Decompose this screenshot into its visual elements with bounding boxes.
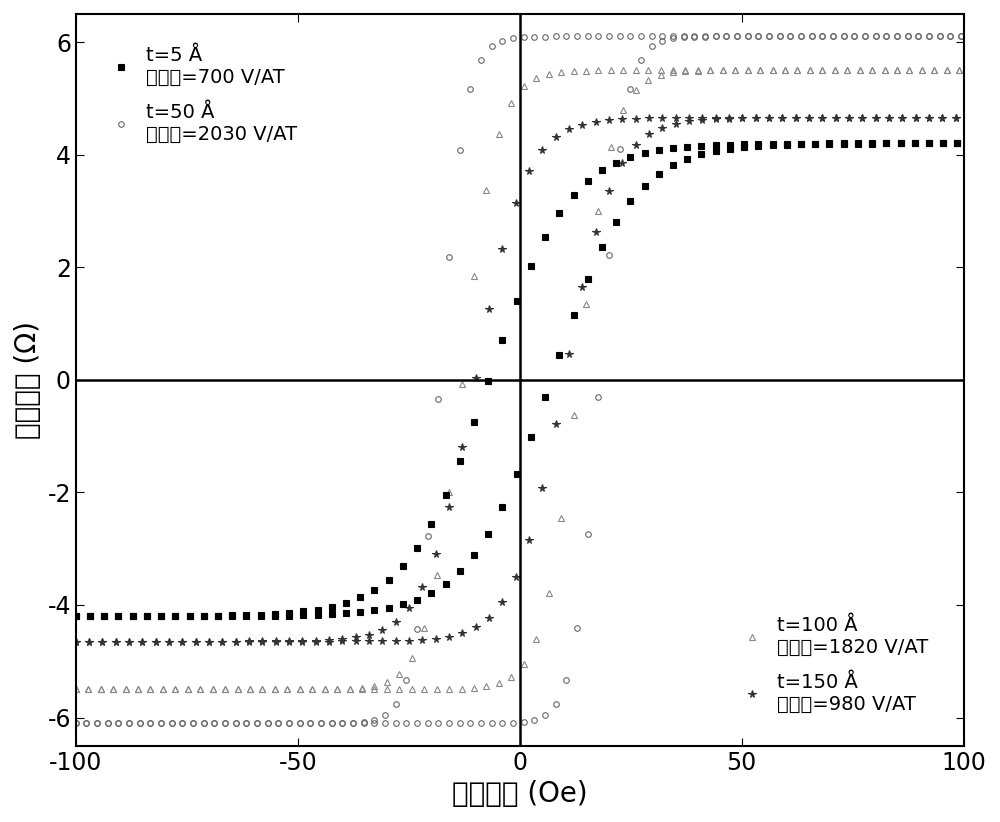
Y-axis label: 霍尔电阻 (Ω): 霍尔电阻 (Ω) — [14, 321, 42, 439]
t=100 Å
灵敏度=1820 V/AT — [429, 685, 441, 695]
t=150 Å
灵敏度=980 V/AT — [461, 626, 473, 636]
X-axis label: 外加磁场 (Oe): 外加磁场 (Oe) — [452, 780, 588, 808]
t=5 Å
灵敏度=700 V/AT — [778, 140, 790, 150]
t=5 Å
灵敏度=700 V/AT — [762, 141, 774, 150]
t=150 Å
灵敏度=980 V/AT — [429, 634, 441, 644]
t=50 Å
灵敏度=2030 V/AT — [461, 718, 473, 728]
t=50 Å
灵敏度=2030 V/AT — [160, 718, 172, 728]
t=50 Å
灵敏度=2030 V/AT — [70, 718, 82, 728]
t=5 Å
灵敏度=700 V/AT — [679, 155, 691, 164]
t=5 Å
灵敏度=700 V/AT — [958, 138, 970, 148]
Line: t=150 Å
灵敏度=980 V/AT: t=150 Å 灵敏度=980 V/AT — [72, 114, 967, 645]
Legend: t=100 Å
灵敏度=1820 V/AT, t=150 Å
灵敏度=980 V/AT: t=100 Å 灵敏度=1820 V/AT, t=150 Å 灵敏度=980 V… — [734, 608, 936, 722]
t=100 Å
灵敏度=1820 V/AT — [679, 67, 691, 76]
t=5 Å
灵敏度=700 V/AT — [70, 612, 82, 621]
t=50 Å
灵敏度=2030 V/AT — [958, 31, 970, 41]
Line: t=5 Å
灵敏度=700 V/AT: t=5 Å 灵敏度=700 V/AT — [73, 141, 967, 619]
t=50 Å
灵敏度=2030 V/AT — [679, 32, 691, 42]
Line: t=50 Å
灵敏度=2030 V/AT: t=50 Å 灵敏度=2030 V/AT — [73, 34, 966, 726]
t=150 Å
灵敏度=980 V/AT — [679, 117, 691, 127]
t=50 Å
灵敏度=2030 V/AT — [429, 718, 441, 728]
t=150 Å
灵敏度=980 V/AT — [958, 113, 970, 123]
t=100 Å
灵敏度=1820 V/AT — [778, 65, 790, 75]
t=5 Å
灵敏度=700 V/AT — [461, 559, 473, 569]
t=150 Å
灵敏度=980 V/AT — [70, 636, 82, 646]
t=50 Å
灵敏度=2030 V/AT — [778, 31, 790, 41]
t=100 Å
灵敏度=1820 V/AT — [70, 685, 82, 695]
t=150 Å
灵敏度=980 V/AT — [160, 636, 172, 646]
t=100 Å
灵敏度=1820 V/AT — [461, 684, 473, 694]
t=150 Å
灵敏度=980 V/AT — [762, 113, 774, 123]
t=100 Å
灵敏度=1820 V/AT — [762, 65, 774, 75]
t=5 Å
灵敏度=700 V/AT — [429, 586, 441, 596]
t=50 Å
灵敏度=2030 V/AT — [762, 31, 774, 41]
t=5 Å
灵敏度=700 V/AT — [160, 612, 172, 621]
t=100 Å
灵敏度=1820 V/AT — [958, 65, 970, 75]
t=150 Å
灵敏度=980 V/AT — [778, 113, 790, 123]
Line: t=100 Å
灵敏度=1820 V/AT: t=100 Å 灵敏度=1820 V/AT — [73, 67, 967, 692]
t=100 Å
灵敏度=1820 V/AT — [160, 685, 172, 695]
